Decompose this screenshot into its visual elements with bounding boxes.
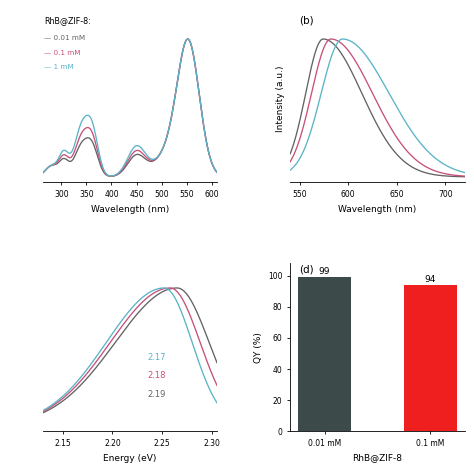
X-axis label: Energy (eV): Energy (eV) [103,454,156,463]
Text: 2.19: 2.19 [147,390,165,399]
Text: — 0.01 mM: — 0.01 mM [45,35,85,41]
Text: 94: 94 [425,275,436,284]
Text: RhB@ZIF-8:: RhB@ZIF-8: [45,16,91,25]
Text: 2.17: 2.17 [147,353,166,362]
X-axis label: Wavelength (nm): Wavelength (nm) [338,205,417,214]
Text: — 1 mM: — 1 mM [45,64,74,70]
Text: 99: 99 [319,267,330,276]
X-axis label: Wavelength (nm): Wavelength (nm) [91,205,169,214]
Text: — 0.1 mM: — 0.1 mM [45,50,81,55]
Text: 2.18: 2.18 [147,371,166,380]
Y-axis label: Intensity (a.u.): Intensity (a.u.) [276,65,285,132]
Bar [404,285,456,431]
Bar [298,277,351,431]
Text: (b): (b) [299,16,313,26]
X-axis label: RhB@ZIF-8: RhB@ZIF-8 [352,454,402,463]
Text: (d): (d) [299,265,313,275]
Y-axis label: QY (%): QY (%) [254,332,263,363]
